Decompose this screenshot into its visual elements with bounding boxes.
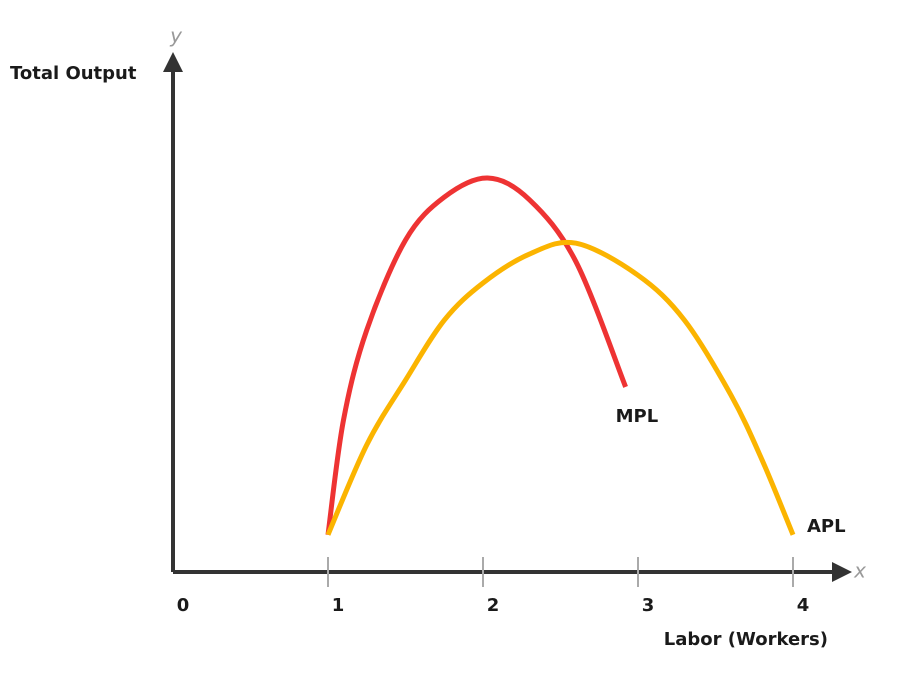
- x-tick-label: 3: [642, 595, 655, 616]
- x-axis-label: Labor (Workers): [664, 629, 828, 650]
- x-tick-label: 1: [332, 595, 345, 616]
- x-tick-label: 4: [797, 595, 810, 616]
- y-axis-letter: y: [169, 24, 183, 48]
- x-axis-letter: x: [853, 559, 866, 583]
- curve: [325, 239, 796, 536]
- curve: [325, 175, 628, 536]
- y-axis-label: Total Output: [10, 63, 137, 84]
- x-tick-label: 2: [487, 595, 500, 616]
- curve-label: MPL: [616, 406, 659, 427]
- curve-label: APL: [807, 516, 846, 537]
- x-tick-label: 0: [177, 595, 190, 616]
